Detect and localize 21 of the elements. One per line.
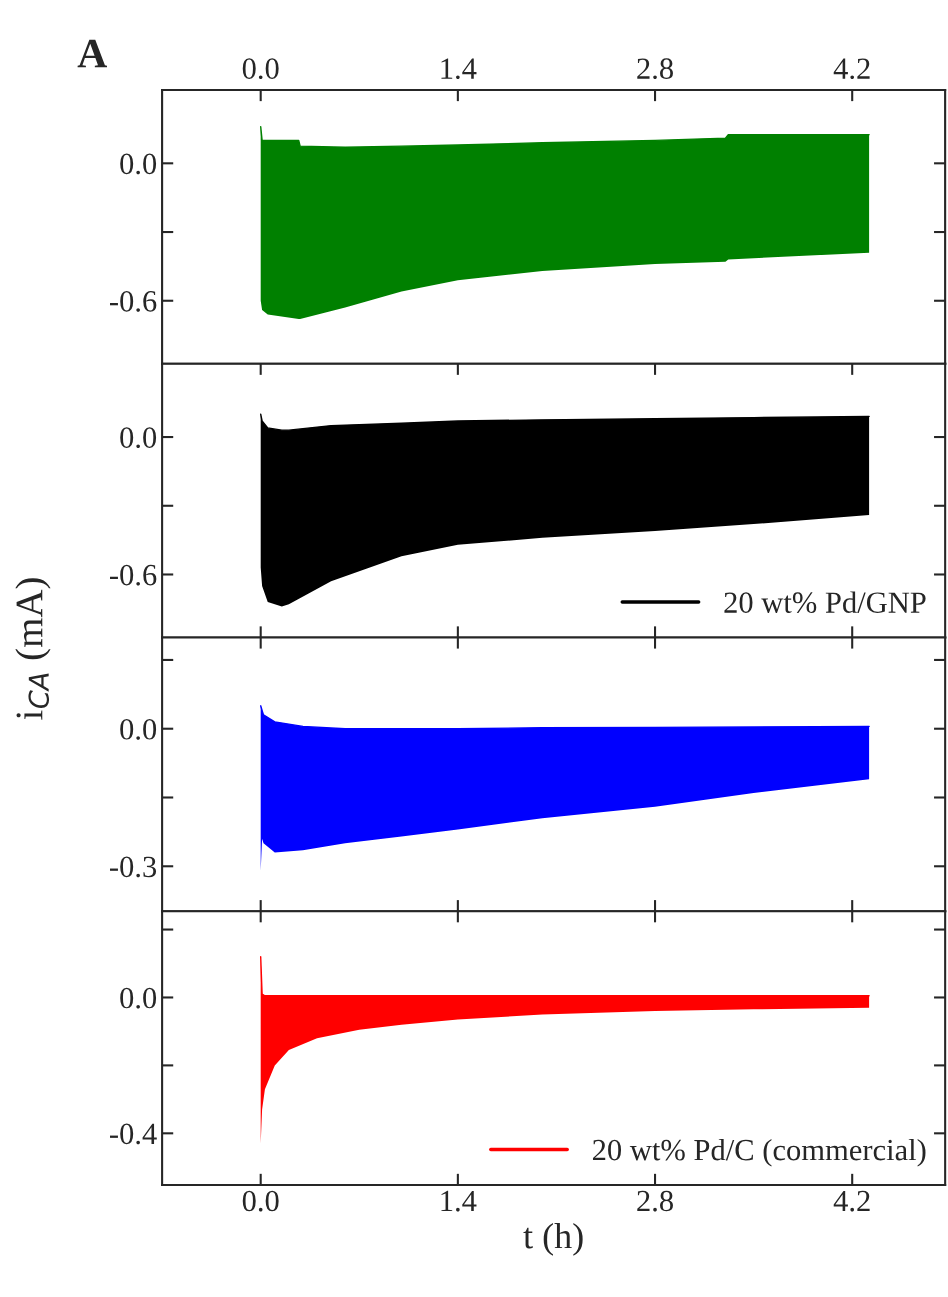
x2-tick-label: 0.0 — [242, 58, 279, 80]
y-tick-label: -0.3 — [110, 856, 157, 878]
y-tick-label: -0.6 — [110, 564, 157, 586]
x-tick-label: 2.8 — [637, 1190, 673, 1212]
x-tick-label: 4.2 — [833, 1190, 870, 1212]
x2-tick-label: 2.8 — [637, 58, 673, 80]
y-tick-label: 0.0 — [120, 987, 157, 1009]
y-axis-title: i$_{CA}$ (mA) — [15, 578, 51, 720]
y-tick-label: -0.4 — [110, 1123, 157, 1145]
legend-label: 20 wt% Pd/GNP — [724, 591, 926, 614]
y-tick-label: -0.6 — [110, 291, 157, 312]
y-tick-label: 0.0 — [120, 719, 157, 740]
y-tick-label: 0.0 — [120, 153, 157, 175]
x2-tick-label: 4.2 — [833, 58, 870, 80]
x2-tick-label: 1.4 — [441, 58, 477, 80]
y-tick-label: 0.0 — [120, 427, 157, 449]
legend-label: 20 wt% Pd/C (commercial) — [592, 1138, 926, 1167]
x-tick-label: 0.0 — [242, 1190, 279, 1212]
text: A — [77, 39, 107, 68]
x-axis-title: t (h) — [523, 1223, 583, 1256]
x-tick-label: 1.4 — [441, 1190, 477, 1212]
